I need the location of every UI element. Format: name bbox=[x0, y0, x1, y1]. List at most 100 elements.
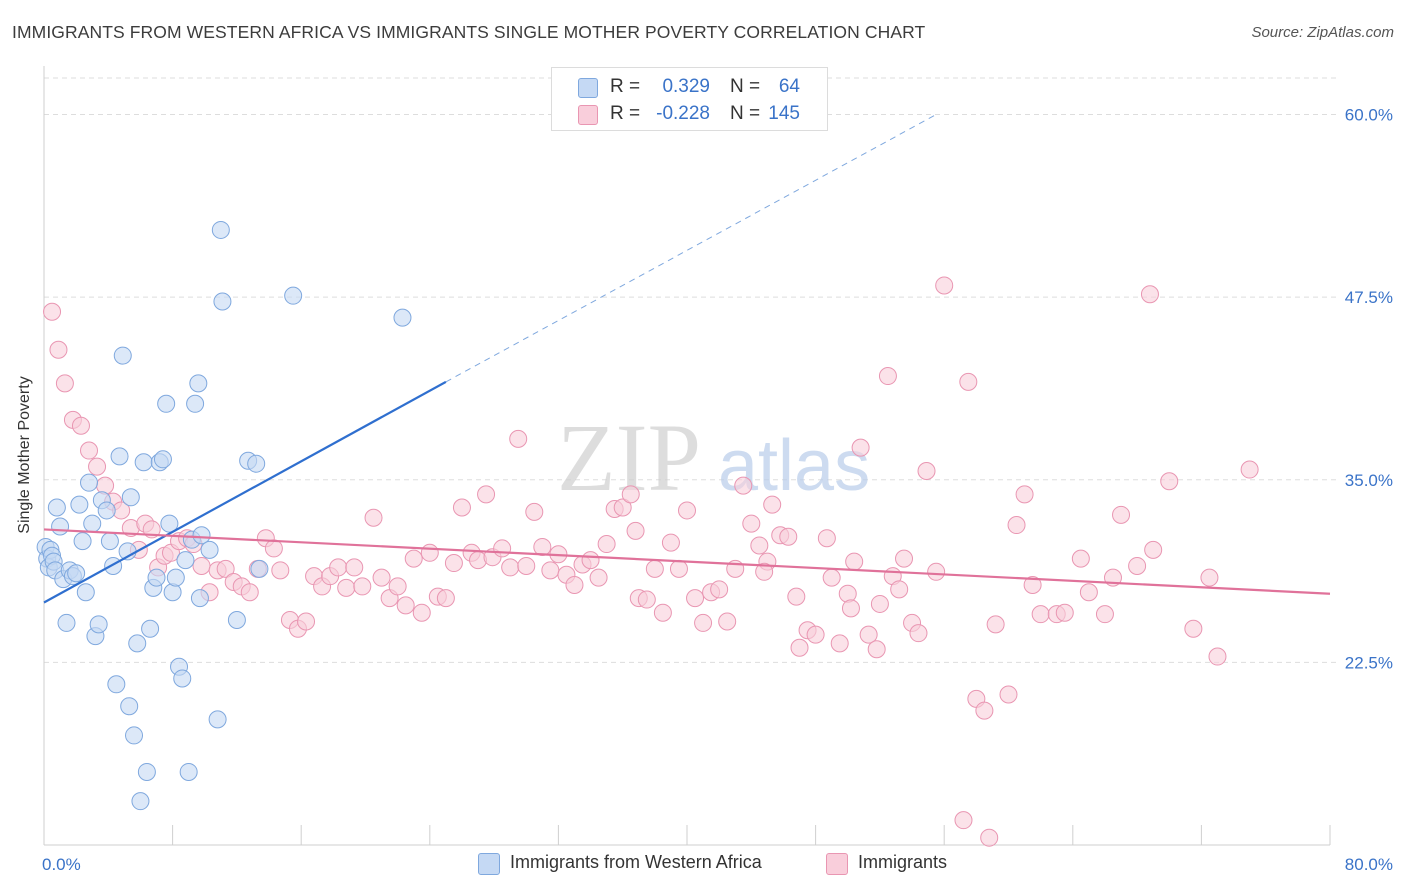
data-point bbox=[501, 558, 520, 577]
n-value: 64 bbox=[778, 76, 800, 97]
data-point bbox=[742, 514, 761, 533]
data-point bbox=[420, 543, 439, 562]
data-point bbox=[980, 828, 999, 847]
data-point bbox=[297, 612, 316, 631]
data-point bbox=[678, 501, 696, 520]
data-point bbox=[734, 476, 753, 495]
data-point bbox=[141, 619, 160, 638]
source-label: Source: ZipAtlas.com bbox=[1251, 24, 1394, 41]
data-point bbox=[637, 590, 656, 609]
data-point bbox=[176, 551, 195, 570]
data-point bbox=[755, 562, 774, 581]
data-point bbox=[67, 564, 86, 583]
data-point bbox=[216, 559, 235, 578]
legend-label: Immigrants bbox=[858, 852, 948, 872]
data-point bbox=[613, 498, 632, 517]
data-point bbox=[661, 533, 680, 552]
data-point bbox=[1095, 605, 1114, 624]
data-point bbox=[541, 561, 560, 580]
data-point bbox=[1112, 505, 1131, 524]
data-point bbox=[100, 532, 119, 551]
data-point bbox=[80, 441, 99, 460]
y-tick-label: 47.5% bbox=[1345, 288, 1393, 307]
data-point bbox=[412, 603, 431, 622]
data-point bbox=[975, 701, 994, 720]
data-point bbox=[477, 485, 496, 504]
data-point bbox=[51, 517, 70, 536]
data-point bbox=[867, 640, 886, 659]
data-point bbox=[517, 556, 536, 575]
data-point bbox=[47, 498, 66, 517]
data-point bbox=[71, 416, 90, 435]
data-point bbox=[147, 568, 166, 587]
data-point bbox=[134, 453, 153, 472]
data-point bbox=[1144, 540, 1163, 559]
data-point bbox=[469, 551, 488, 570]
tick-labels: 22.5% 35.0% 47.5% 60.0% 0.0% 80.0% bbox=[42, 106, 1393, 874]
data-point bbox=[845, 552, 864, 571]
data-point bbox=[200, 540, 219, 559]
data-point bbox=[120, 697, 139, 716]
data-point bbox=[404, 549, 423, 568]
data-point bbox=[1184, 619, 1203, 638]
stats-swatch-blue bbox=[578, 78, 598, 98]
data-point bbox=[581, 551, 600, 570]
data-point bbox=[113, 346, 132, 365]
n-value: 145 bbox=[768, 103, 800, 124]
data-point bbox=[137, 762, 156, 781]
data-point bbox=[1208, 647, 1227, 666]
data-point bbox=[1055, 603, 1074, 622]
data-point bbox=[227, 611, 246, 630]
data-point bbox=[830, 634, 849, 653]
data-point bbox=[895, 549, 914, 568]
data-point bbox=[190, 589, 209, 608]
series-western-africa bbox=[36, 220, 412, 811]
data-point bbox=[1128, 556, 1147, 575]
data-point bbox=[97, 501, 116, 520]
data-point bbox=[121, 488, 140, 507]
data-point bbox=[779, 527, 798, 546]
legend-label: Immigrants from Western Africa bbox=[510, 852, 762, 872]
n-label: N = bbox=[730, 76, 761, 97]
data-point bbox=[838, 584, 857, 603]
trend-line bbox=[43, 528, 1331, 595]
y-tick-label: 22.5% bbox=[1345, 653, 1393, 672]
data-point bbox=[452, 498, 471, 517]
data-point bbox=[247, 454, 266, 473]
r-value: 0.329 bbox=[662, 76, 710, 97]
data-point bbox=[694, 613, 713, 632]
stats-swatch-pink bbox=[578, 105, 598, 125]
axes bbox=[43, 66, 1331, 846]
data-point bbox=[686, 589, 705, 608]
data-point bbox=[264, 539, 283, 558]
data-point bbox=[73, 532, 92, 551]
data-point bbox=[372, 568, 391, 587]
data-point bbox=[179, 762, 198, 781]
data-point bbox=[107, 675, 126, 694]
data-point bbox=[653, 603, 672, 622]
data-point bbox=[396, 596, 415, 615]
data-point bbox=[954, 811, 973, 830]
legend-swatch-blue bbox=[478, 853, 500, 875]
data-point bbox=[70, 495, 89, 514]
data-point bbox=[750, 536, 769, 555]
data-point bbox=[645, 559, 664, 578]
data-point bbox=[211, 220, 230, 239]
data-point bbox=[822, 568, 841, 587]
data-point bbox=[890, 580, 909, 599]
data-point bbox=[1007, 516, 1026, 535]
data-point bbox=[1023, 575, 1042, 594]
data-point bbox=[525, 502, 544, 521]
data-point bbox=[208, 710, 227, 729]
x-tick-label: 0.0% bbox=[42, 855, 81, 874]
trend-line-extension bbox=[445, 114, 937, 383]
data-point bbox=[131, 792, 150, 811]
data-point bbox=[76, 583, 95, 602]
legend-swatch-pink bbox=[826, 853, 848, 875]
data-point bbox=[935, 276, 954, 295]
data-point bbox=[388, 577, 407, 596]
data-point bbox=[927, 562, 946, 581]
data-point bbox=[173, 669, 192, 688]
data-point bbox=[917, 461, 936, 480]
data-point bbox=[718, 612, 737, 631]
